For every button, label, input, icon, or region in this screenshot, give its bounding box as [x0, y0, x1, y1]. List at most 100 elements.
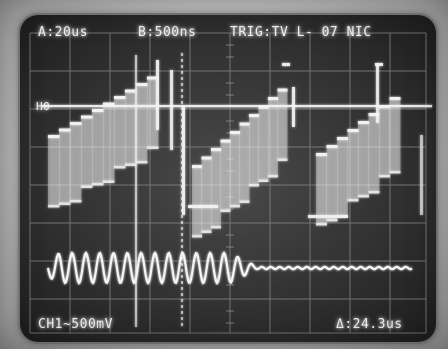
- stair-step-bottom: [326, 219, 338, 222]
- stair-step-band: [59, 131, 71, 203]
- stair-step-band: [326, 148, 338, 219]
- stair-step-bottom: [211, 226, 221, 229]
- stair-step-band: [239, 125, 250, 201]
- stair-step-top: [114, 96, 126, 99]
- stair-step-bottom: [268, 175, 278, 178]
- burst-cap: [282, 63, 290, 66]
- stair-step-top: [230, 131, 240, 134]
- stair-step-top: [277, 88, 288, 92]
- stair-step-band: [337, 140, 348, 215]
- stair-step-bottom: [220, 209, 231, 212]
- stair-step-bottom: [389, 171, 401, 174]
- stair-step-band: [103, 105, 115, 181]
- stair-step-band: [192, 168, 202, 235]
- stair-step-top: [326, 145, 338, 148]
- stair-step-bottom: [136, 161, 148, 164]
- stair-step-top: [268, 97, 278, 100]
- stair-step-top: [389, 97, 401, 100]
- stair-step-band: [125, 92, 137, 164]
- timebase-b-readout: B:500ns: [138, 25, 197, 40]
- stair-step-top: [347, 129, 359, 132]
- stair-step-bottom: [125, 163, 137, 166]
- stair-step-bottom: [368, 191, 380, 194]
- burst-spike: [170, 70, 173, 150]
- trigger-readout: TRIG:TV L- 07 NIC: [230, 25, 372, 40]
- stair-step-band: [368, 116, 380, 191]
- stair-step-band: [358, 124, 369, 195]
- stair-step-bottom: [59, 202, 71, 205]
- stair-step-bottom: [347, 199, 359, 202]
- channel-readout: CH1~500mV: [38, 317, 113, 332]
- stair-base: [308, 215, 348, 218]
- stair-step-bottom: [316, 223, 327, 226]
- stair-step-bottom: [379, 175, 390, 178]
- stair-step-top: [92, 109, 104, 112]
- stair-step-bottom: [81, 185, 93, 188]
- stair-step-top: [136, 83, 148, 86]
- level-marker: H0: [36, 100, 51, 113]
- stair-step-top: [201, 156, 212, 160]
- stair-step-top: [220, 139, 231, 143]
- stair-step-top: [337, 137, 348, 140]
- stair-step-top: [316, 153, 327, 156]
- stair-step-band: [389, 100, 401, 171]
- sine-burst-trace: [46, 251, 413, 285]
- stair-step-band: [258, 108, 269, 180]
- edge-segment: [420, 135, 423, 215]
- stair-step-top: [147, 76, 159, 80]
- stair-step-band: [347, 132, 359, 199]
- stair-step-band: [230, 134, 240, 205]
- stair-step-band: [268, 100, 278, 175]
- stair-step-top: [81, 115, 93, 119]
- stair-step-top: [239, 122, 250, 126]
- staircase-trace: [42, 60, 432, 238]
- scope-display: [29, 32, 432, 334]
- stair-step-band: [249, 117, 259, 184]
- stair-step-band: [201, 159, 212, 231]
- stair-step-bottom: [239, 200, 250, 203]
- stair-step-band: [277, 91, 288, 159]
- stair-step-top: [48, 135, 60, 138]
- stair-step-band: [147, 79, 159, 147]
- stair-step-band: [48, 138, 60, 205]
- stair-step-top: [103, 102, 115, 106]
- stair-step-bottom: [92, 183, 104, 186]
- stair-step-bottom: [103, 180, 115, 183]
- stair-step-top: [358, 121, 369, 124]
- stair-step-bottom: [48, 205, 60, 208]
- stair-step-band: [114, 99, 126, 166]
- stair-step-top: [368, 113, 380, 116]
- stair-step-top: [249, 114, 259, 117]
- burst-spike: [156, 60, 159, 130]
- sync-pulse: [182, 105, 185, 215]
- stair-step-top: [192, 165, 202, 168]
- stair-step-bottom: [201, 230, 212, 233]
- stair-step-bottom: [70, 200, 82, 203]
- burst-spike: [376, 63, 379, 123]
- stair-step-band: [81, 118, 93, 186]
- stair-step-bottom: [192, 235, 202, 238]
- delay-readout: Δ:24.3us: [336, 317, 403, 332]
- stair-step-bottom: [258, 179, 269, 182]
- stair-step-bottom: [147, 146, 159, 149]
- stair-step-band: [70, 125, 82, 200]
- sync-pulse-base: [188, 205, 218, 208]
- stair-step-bottom: [114, 166, 126, 169]
- stair-step-bottom: [358, 195, 369, 198]
- stair-step-top: [125, 89, 137, 93]
- oscilloscope-screen: A:20us B:500ns TRIG:TV L- 07 NIC H0 CH1~…: [20, 15, 436, 342]
- stair-step-bottom: [249, 184, 259, 187]
- stair-step-top: [211, 148, 221, 151]
- stair-step-band: [316, 156, 327, 223]
- timebase-a-readout: A:20us: [38, 25, 88, 40]
- burst-spike: [292, 87, 295, 127]
- stair-step-band: [92, 112, 104, 183]
- stair-step-band: [136, 86, 148, 161]
- stair-step-band: [379, 108, 390, 175]
- stair-step-band: [220, 142, 231, 210]
- stair-step-bottom: [277, 158, 288, 161]
- stair-step-band: [211, 151, 221, 226]
- level-line: [42, 105, 432, 108]
- stair-step-top: [70, 122, 82, 125]
